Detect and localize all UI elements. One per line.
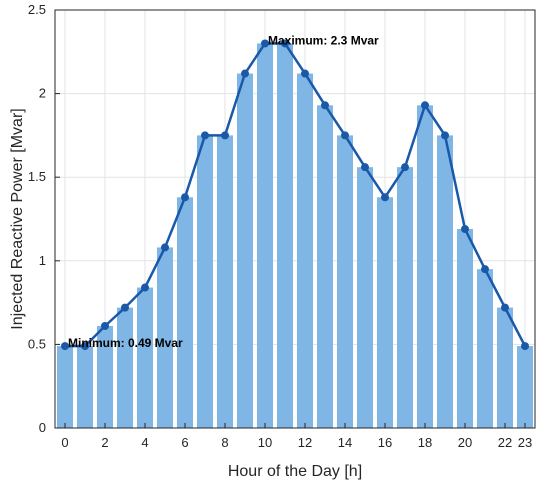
bar	[277, 43, 293, 428]
plot-frame	[54, 9, 536, 429]
data-point	[201, 131, 209, 140]
bar	[97, 326, 113, 428]
data-point	[341, 131, 349, 140]
bar	[117, 307, 133, 428]
x-tick-label: 8	[221, 435, 228, 450]
x-tick-label: 2	[101, 435, 108, 450]
bar	[477, 269, 493, 428]
data-point	[241, 69, 249, 78]
bar	[257, 43, 273, 428]
data-point	[501, 303, 509, 312]
bar	[517, 346, 533, 428]
data-point	[381, 193, 389, 202]
y-tick-label: 0	[39, 420, 46, 435]
y-axis: 0 0.5 1 1.5 2 2.5	[28, 2, 60, 435]
data-point	[441, 131, 449, 140]
data-point	[261, 39, 269, 48]
bar	[337, 135, 353, 428]
x-tick-label: 10	[258, 435, 272, 450]
y-tick-label: 0.5	[28, 336, 46, 351]
x-tick-label: 12	[298, 435, 312, 450]
x-tick-label: 23	[518, 435, 532, 450]
x-axis: 0 2 4 6 8 10 12 14 16 18 20 22 23	[61, 423, 532, 450]
x-tick-label: 18	[418, 435, 432, 450]
bar	[57, 346, 73, 428]
bar	[457, 229, 473, 428]
bar	[237, 73, 253, 428]
data-point	[181, 193, 189, 202]
x-tick-label: 6	[181, 435, 188, 450]
y-tick-label: 2	[39, 86, 46, 101]
data-point	[301, 69, 309, 78]
bar	[417, 105, 433, 428]
data-point	[61, 342, 69, 351]
bar	[157, 247, 173, 428]
series-line	[61, 39, 529, 351]
data-point	[281, 39, 289, 48]
bar	[197, 135, 213, 428]
x-axis-label: Hour of the Day [h]	[228, 463, 362, 480]
bar	[437, 135, 453, 428]
bar	[357, 167, 373, 428]
plot-background	[55, 10, 535, 428]
data-point	[161, 243, 169, 252]
annotation-label: Maximum: 2.3 Mvar	[268, 33, 379, 47]
data-point	[221, 131, 229, 140]
annotations: Maximum: 2.3 Mvar Minimum: 0.49 Mvar	[68, 33, 379, 350]
bar	[377, 197, 393, 428]
x-tick-label: 0	[61, 435, 68, 450]
data-point	[141, 283, 149, 292]
y-tick-label: 1	[39, 253, 46, 268]
series-polyline	[65, 42, 527, 348]
data-point	[121, 303, 129, 312]
bar	[497, 307, 513, 428]
data-point	[521, 342, 529, 351]
data-point	[401, 163, 409, 172]
bars	[57, 43, 533, 428]
y-axis-label: Injected Reactive Power [Mvar]	[9, 108, 26, 329]
data-point	[421, 101, 429, 110]
data-point	[101, 322, 109, 331]
y-tick-label: 2.5	[28, 2, 46, 17]
bar	[77, 346, 93, 428]
bar	[297, 73, 313, 428]
data-point	[361, 163, 369, 172]
x-tick-label: 4	[141, 435, 148, 450]
x-tick-label: 20	[458, 435, 472, 450]
bar	[397, 167, 413, 428]
x-tick-label: 22	[498, 435, 512, 450]
x-tick-label: 16	[378, 435, 392, 450]
bar	[137, 287, 153, 428]
bar	[317, 105, 333, 428]
y-tick-label: 1.5	[28, 169, 46, 184]
data-point	[461, 225, 469, 234]
data-point	[81, 342, 89, 351]
data-point	[481, 265, 489, 274]
bar	[217, 135, 233, 428]
x-tick-label: 14	[338, 435, 352, 450]
annotation-label: Minimum: 0.49 Mvar	[68, 336, 183, 350]
bar	[177, 197, 193, 428]
data-point	[321, 101, 329, 110]
